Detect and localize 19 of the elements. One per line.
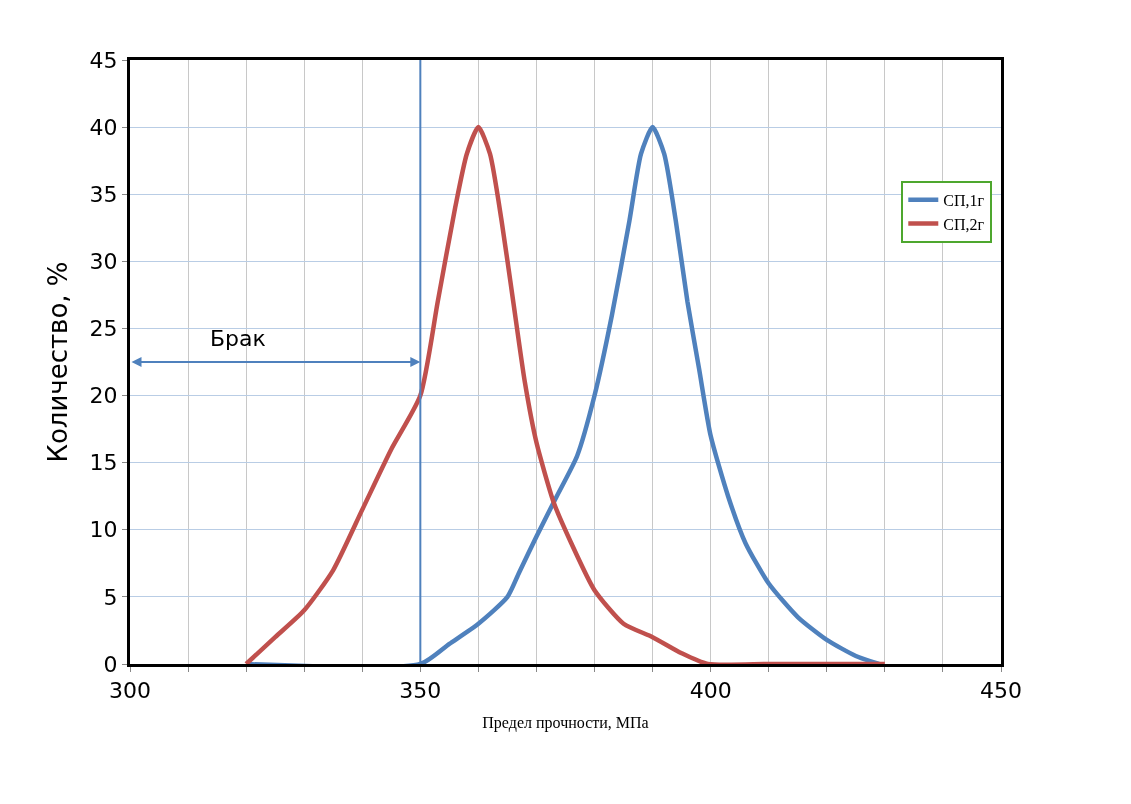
y-tick-label: 30 [89, 249, 118, 275]
legend-label: СП,1г [943, 191, 985, 209]
y-axis-title: Количество, % [43, 261, 73, 463]
y-tick-label: 0 [103, 651, 118, 677]
x-tick-label: 450 [980, 678, 1022, 704]
x-tick-label: 400 [689, 678, 732, 704]
x-axis-title: Предел прочности, МПа [482, 714, 649, 733]
legend-label: СП,2г [943, 215, 985, 233]
y-tick-label: 40 [89, 114, 118, 140]
y-tick-label: 5 [103, 584, 118, 610]
x-tick-label: 300 [109, 678, 151, 704]
x-tick-label: 350 [399, 678, 442, 704]
y-tick-label: 45 [89, 47, 118, 73]
y-tick-label: 35 [89, 181, 118, 207]
y-tick-label: 10 [89, 517, 118, 543]
y-tick-label: 20 [89, 383, 118, 409]
annotation: Брак [210, 326, 266, 351]
y-tick-label: 15 [89, 450, 118, 476]
y-tick-label: 25 [89, 316, 118, 342]
